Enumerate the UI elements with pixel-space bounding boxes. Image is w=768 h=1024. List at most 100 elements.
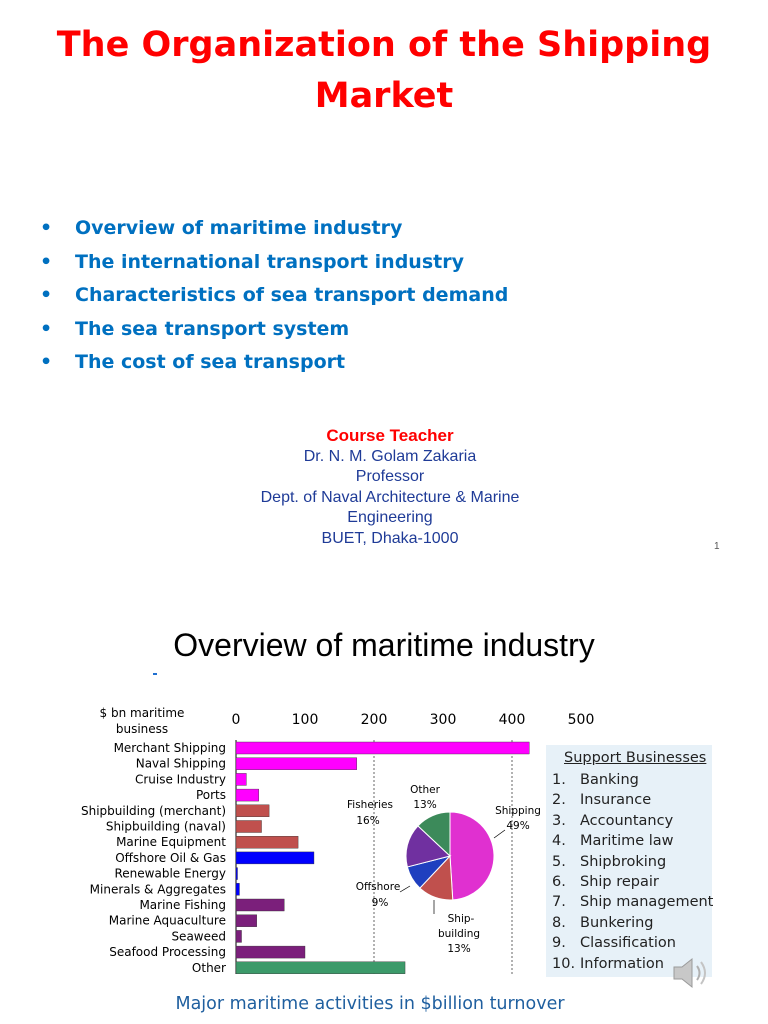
bar	[235, 835, 299, 849]
pie-label: 16%	[356, 815, 379, 827]
item-number: 3.	[552, 812, 566, 829]
support-list: 1. Banking 2. Insurance 3. Accountancy 4. Ma…	[552, 770, 713, 974]
pie-label: Offshore	[356, 881, 401, 893]
topic-list: • Overview of maritime industry • The inte…	[40, 212, 508, 380]
category-label: Seafood Processing	[109, 945, 226, 959]
item-label: Ship management	[580, 894, 714, 911]
pie-label: Shipping	[495, 805, 541, 817]
category-label: Merchant Shipping	[114, 741, 226, 755]
support-item: 9. Classification	[552, 933, 713, 953]
pie-leader	[399, 885, 411, 893]
topic-item: • Characteristics of sea transport demand	[40, 279, 508, 313]
topic-label: The sea transport system	[75, 317, 350, 340]
category-label: Offshore Oil & Gas	[115, 851, 226, 865]
support-businesses-box: Support Businesses 1. Banking 2. Insurance…	[546, 745, 713, 977]
maritime-chart: $ bn maritime business 0 100 200 300 400 500 Mer…	[81, 706, 595, 975]
topic-item: • The international transport industry	[40, 246, 508, 280]
x-tick-label: 500	[568, 712, 595, 728]
support-heading: Support Businesses	[564, 750, 707, 766]
category-label: Ports	[196, 788, 226, 802]
category-label: Seaweed	[171, 929, 226, 943]
pie-label: 13%	[413, 799, 436, 811]
y-axis-label: $ bn maritime	[100, 706, 185, 720]
item-label: Accountancy	[580, 812, 674, 829]
item-label: Information	[580, 955, 664, 972]
pie-leader	[493, 829, 506, 839]
bar	[235, 788, 259, 802]
pie-label: 13%	[447, 943, 470, 955]
topic-label: Characteristics of sea transport demand	[75, 284, 509, 307]
support-item: 8. Bunkering	[552, 913, 713, 933]
pie-label: Other	[410, 784, 440, 796]
item-number: 7.	[552, 894, 566, 911]
item-number: 4.	[552, 833, 566, 850]
x-tick-label: 100	[292, 712, 319, 728]
support-item: 2. Insurance	[552, 790, 713, 810]
pie-label: Ship-	[448, 913, 475, 925]
bar	[235, 945, 306, 959]
teacher-name: Dr. N. M. Golam Zakaria	[303, 447, 477, 465]
bar	[235, 867, 238, 880]
bar	[235, 820, 262, 833]
teacher-title: Professor	[355, 468, 425, 485]
item-label: Shipbroking	[580, 853, 667, 870]
speaker-icon[interactable]	[670, 955, 714, 991]
bar	[235, 883, 240, 896]
bullet-glyph: •	[40, 250, 53, 273]
topic-label: The international transport industry	[75, 250, 464, 273]
category-label: Renewable Energy	[115, 867, 227, 881]
category-label: Shipbuilding (naval)	[106, 820, 226, 834]
bar	[235, 898, 285, 912]
support-item: 3. Accountancy	[552, 811, 713, 831]
category-label: Naval Shipping	[136, 757, 226, 771]
section-title: Overview of maritime industry	[173, 627, 595, 663]
bar	[235, 851, 315, 865]
support-item: 4. Maritime law	[552, 831, 713, 851]
item-number: 10.	[552, 955, 576, 972]
pie-label: 9%	[372, 897, 389, 909]
pie-label: 49%	[506, 820, 529, 832]
item-label: Classification	[580, 935, 676, 952]
teacher-dept-line1: Dept. of Naval Architecture & Marine	[260, 488, 520, 506]
divider	[153, 673, 157, 675]
teacher-role: Course Teacher	[326, 426, 454, 445]
category-label: Shipbuilding (merchant)	[81, 804, 226, 818]
category-label: Cruise Industry	[135, 772, 226, 786]
item-number: 6.	[552, 873, 566, 890]
teacher-institution: BUET, Dhaka-1000	[321, 529, 459, 547]
y-axis-label: business	[116, 722, 168, 736]
slide-title: The Organization of the Shipping Market	[56, 25, 712, 116]
teacher-dept-line2: Engineering	[347, 509, 433, 526]
x-tick-label: 400	[499, 712, 526, 728]
item-number: 2.	[552, 792, 566, 809]
bullet-glyph: •	[40, 217, 53, 239]
topic-label: The cost of sea transport	[75, 351, 346, 374]
support-item: 7. Ship management	[552, 892, 713, 912]
pie-label: building	[438, 928, 480, 940]
topic-item: • Overview of maritime industry	[40, 212, 508, 246]
pie-slice	[449, 811, 495, 901]
bar	[235, 914, 257, 927]
bullet-glyph: •	[40, 351, 53, 374]
item-number: 5.	[552, 853, 566, 870]
item-label: Banking	[580, 772, 639, 788]
bar	[235, 961, 406, 974]
topic-label: Overview of maritime industry	[75, 217, 403, 239]
item-number: 8.	[552, 914, 566, 931]
category-label: Marine Aquaculture	[109, 914, 226, 928]
support-item: 1. Banking	[552, 770, 713, 790]
bar	[235, 804, 270, 818]
x-tick-label: 300	[430, 712, 457, 728]
pie-slice	[417, 811, 451, 858]
item-label: Bunkering	[580, 914, 654, 931]
x-tick-label: 0	[232, 712, 241, 728]
bar	[235, 930, 242, 943]
item-number: 9.	[552, 935, 566, 952]
category-label: Marine Fishing	[139, 898, 226, 912]
figure-caption: Major maritime activities in $billion tu…	[175, 994, 565, 1014]
pie-label: Fisheries	[347, 799, 393, 811]
bar	[235, 757, 357, 770]
support-item: 5. Shipbroking	[552, 852, 713, 872]
x-tick-label: 200	[361, 712, 388, 728]
topic-item: • The sea transport system	[40, 313, 508, 347]
